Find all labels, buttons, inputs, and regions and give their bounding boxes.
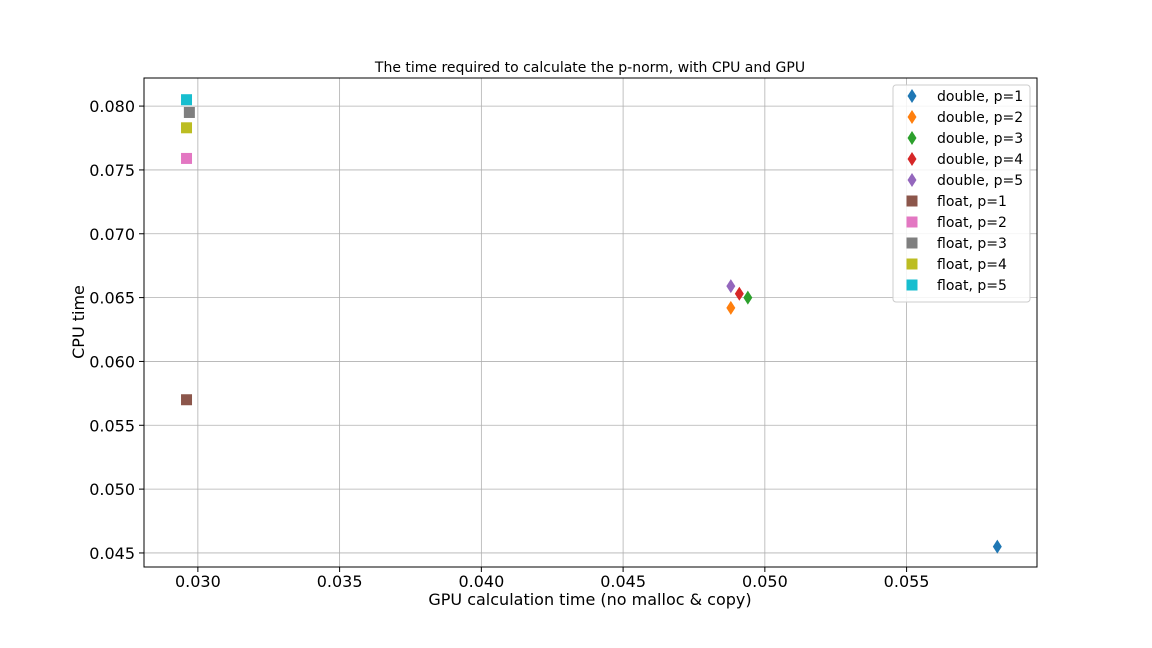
data-point-square: [183, 106, 195, 118]
y-tick-label: 0.065: [89, 289, 135, 308]
legend-marker: [906, 258, 918, 270]
x-tick-label: 0.035: [317, 572, 363, 591]
y-tick-label: 0.050: [89, 480, 135, 499]
data-point-diamond: [743, 290, 753, 305]
data-point-square: [181, 152, 193, 164]
y-axis-label: CPU time: [69, 285, 88, 359]
data-point-square: [181, 394, 193, 406]
legend-label: double, p=2: [937, 110, 1023, 126]
data-point-diamond: [726, 300, 736, 315]
data-points: [181, 94, 1002, 554]
legend-marker: [907, 110, 917, 124]
x-tick-label: 0.040: [458, 572, 504, 591]
plot-area-frame: [143, 77, 1038, 568]
legend-marker: [907, 131, 917, 145]
x-axis: 0.030 0.035 0.040 0.045 0.050 0.055: [175, 567, 930, 591]
legend-label: double, p=1: [937, 89, 1023, 105]
x-axis-label: GPU calculation time (no malloc & copy): [428, 590, 751, 609]
legend-marker: [907, 173, 917, 187]
data-point-diamond: [726, 279, 736, 294]
legend-marker: [907, 152, 917, 166]
grid-lines: [144, 78, 1037, 567]
legend-label: double, p=3: [937, 131, 1023, 147]
legend-label: float, p=5: [937, 278, 1007, 294]
x-tick-label: 0.050: [742, 572, 788, 591]
legend-label: float, p=2: [937, 215, 1007, 231]
legend-label: float, p=4: [937, 257, 1007, 273]
legend-label: double, p=4: [937, 152, 1023, 168]
x-tick-label: 0.030: [175, 572, 221, 591]
x-tick-label: 0.055: [884, 572, 930, 591]
data-point-square: [181, 94, 193, 106]
legend-marker: [906, 216, 918, 228]
data-point-diamond: [734, 286, 744, 301]
legend-marker: [907, 89, 917, 103]
y-tick-label: 0.070: [89, 225, 135, 244]
data-point-square: [181, 122, 193, 134]
y-tick-label: 0.075: [89, 161, 135, 180]
legend-label: float, p=1: [937, 194, 1007, 210]
legend-marker: [906, 237, 918, 249]
legend-label: float, p=3: [937, 236, 1007, 252]
y-axis: 0.045 0.050 0.055 0.060 0.065 0.070 0.075 0.080: [89, 97, 144, 563]
legend-box: [892, 84, 1031, 303]
legend: double, p=1 double, p=2 double, p=3 double,…: [892, 84, 1031, 303]
y-tick-label: 0.080: [89, 97, 135, 116]
legend-marker: [906, 279, 918, 291]
chart-title: The time required to calculate the p-nor…: [374, 60, 805, 76]
data-point-diamond: [992, 539, 1002, 554]
y-tick-label: 0.055: [89, 416, 135, 435]
y-tick-label: 0.045: [89, 544, 135, 563]
legend-marker: [906, 195, 918, 207]
x-tick-label: 0.045: [600, 572, 646, 591]
legend-label: double, p=5: [937, 173, 1023, 189]
y-tick-label: 0.060: [89, 352, 135, 371]
